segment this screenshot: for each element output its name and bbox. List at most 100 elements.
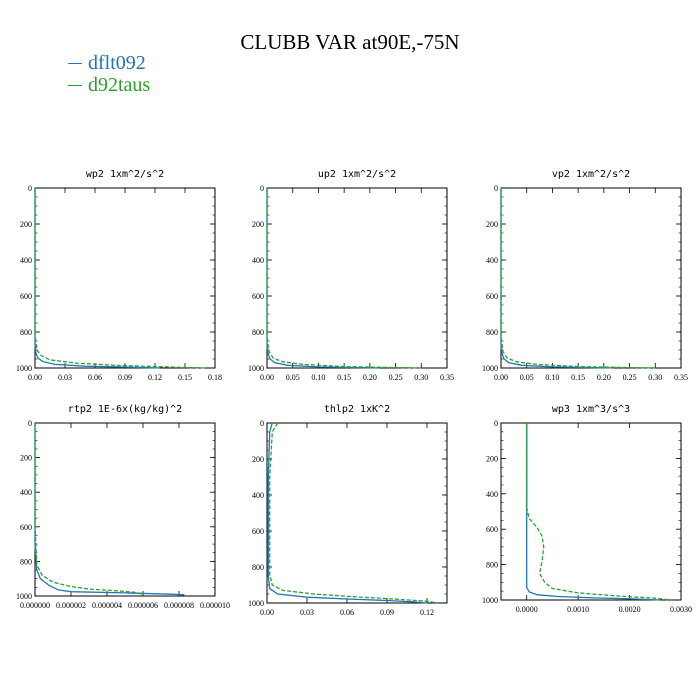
subplot-title: wp3 1xm^3/s^3	[552, 404, 630, 415]
series-line-dflt092	[500, 188, 615, 369]
x-tick-label: 0.03	[58, 373, 72, 382]
y-tick-label: 0	[28, 419, 32, 428]
subplot-4: rtp2 1E-6x(kg/kg)^2020040060080010000.00…	[16, 404, 230, 610]
y-tick-label: 600	[20, 523, 32, 532]
y-tick-label: 200	[486, 454, 498, 463]
y-tick-label: 200	[252, 455, 264, 464]
subplot-frame	[266, 187, 448, 369]
subplot-frame	[500, 422, 682, 601]
x-tick-label: 0.25	[389, 373, 403, 382]
x-tick-label: 0.00	[260, 373, 274, 382]
x-tick-label: 0.30	[648, 373, 662, 382]
y-tick-label: 400	[486, 490, 498, 499]
y-tick-label: 400	[252, 491, 264, 500]
x-tick-label: 0.35	[440, 373, 454, 382]
x-tick-label: 0.000002	[56, 601, 86, 610]
x-tick-label: 0.15	[337, 373, 351, 382]
y-tick-label: 800	[20, 557, 32, 566]
subplot-frame	[266, 422, 448, 604]
figure-title: CLUBB VAR at90E,-75N	[240, 30, 460, 54]
y-tick-label: 1000	[16, 364, 32, 373]
y-tick-label: 0	[494, 184, 498, 193]
series-line-d92taus	[266, 188, 422, 369]
y-tick-label: 200	[252, 220, 264, 229]
subplot-title: up2 1xm^2/s^2	[318, 169, 396, 180]
x-tick-label: 0.0030	[670, 605, 692, 614]
y-tick-label: 200	[20, 454, 32, 463]
series-line-d92taus	[526, 423, 671, 601]
y-tick-label: 800	[252, 328, 264, 337]
x-tick-label: 0.0010	[567, 605, 589, 614]
y-tick-label: 600	[252, 292, 264, 301]
x-tick-label: 0.000010	[200, 601, 230, 610]
series-line-dflt092	[267, 422, 428, 604]
y-tick-label: 600	[486, 292, 498, 301]
legend-label-dflt092: dflt092	[88, 52, 146, 74]
x-tick-label: 0.12	[148, 373, 162, 382]
y-tick-label: 400	[486, 256, 498, 265]
x-tick-label: 0.12	[420, 608, 434, 617]
x-tick-label: 0.20	[363, 373, 377, 382]
x-tick-label: 0.35	[674, 373, 688, 382]
legend-label-d92taus: d92taus	[88, 74, 151, 96]
y-tick-label: 0	[260, 419, 264, 428]
series-line-dflt092	[526, 423, 661, 601]
y-tick-label: 1000	[248, 599, 264, 608]
y-tick-label: 0	[494, 419, 498, 428]
legend-swatch-d92taus	[68, 84, 82, 86]
legend: dflt092 d92taus	[68, 52, 150, 96]
x-tick-label: 0.0020	[619, 605, 641, 614]
x-tick-label: 0.0000	[516, 605, 538, 614]
x-tick-label: 0.10	[545, 373, 559, 382]
y-tick-label: 0	[28, 184, 32, 193]
y-tick-label: 800	[486, 561, 498, 570]
y-tick-label: 1000	[16, 592, 32, 601]
y-tick-label: 600	[252, 527, 264, 536]
x-tick-label: 0.06	[88, 373, 102, 382]
x-tick-label: 0.15	[571, 373, 585, 382]
x-tick-label: 0.000006	[128, 601, 158, 610]
x-tick-label: 0.00	[260, 608, 274, 617]
x-tick-label: 0.09	[380, 608, 394, 617]
x-tick-label: 0.25	[623, 373, 637, 382]
series-line-d92taus	[34, 423, 144, 595]
y-tick-label: 1000	[248, 364, 264, 373]
y-tick-label: 0	[260, 184, 264, 193]
subplot-title: thlp2 1xK^2	[324, 404, 390, 415]
y-tick-label: 600	[20, 292, 32, 301]
series-line-d92taus	[34, 188, 206, 369]
y-tick-label: 1000	[482, 596, 498, 605]
subplot-frame	[500, 187, 682, 369]
y-tick-label: 200	[20, 220, 32, 229]
subplot-title: rtp2 1E-6x(kg/kg)^2	[68, 404, 182, 415]
x-tick-label: 0.05	[520, 373, 534, 382]
x-tick-label: 0.30	[414, 373, 428, 382]
y-tick-label: 400	[20, 488, 32, 497]
series-line-d92taus	[500, 188, 656, 369]
x-tick-label: 0.20	[597, 373, 611, 382]
y-tick-label: 400	[252, 256, 264, 265]
legend-item-d92taus: d92taus	[68, 74, 150, 96]
y-tick-label: 200	[486, 220, 498, 229]
x-tick-label: 0.09	[118, 373, 132, 382]
subplot-title: vp2 1xm^2/s^2	[552, 169, 630, 180]
series-line-dflt092	[266, 188, 381, 369]
subplot-frame	[34, 422, 216, 597]
series-line-d92taus	[269, 422, 438, 604]
y-tick-label: 800	[486, 328, 498, 337]
series-line-dflt092	[34, 423, 185, 596]
x-tick-label: 0.000004	[92, 601, 122, 610]
y-tick-label: 800	[20, 328, 32, 337]
x-tick-label: 0.18	[208, 373, 222, 382]
subplot-6: wp3 1xm^3/s^3 0 200 400 600 800 1000 0.0000 0.00…	[482, 404, 692, 614]
x-tick-label: 0.000000	[20, 601, 50, 610]
subplot-frame	[34, 187, 216, 369]
x-tick-label: 0.10	[311, 373, 325, 382]
series-line-dflt092	[34, 188, 161, 369]
